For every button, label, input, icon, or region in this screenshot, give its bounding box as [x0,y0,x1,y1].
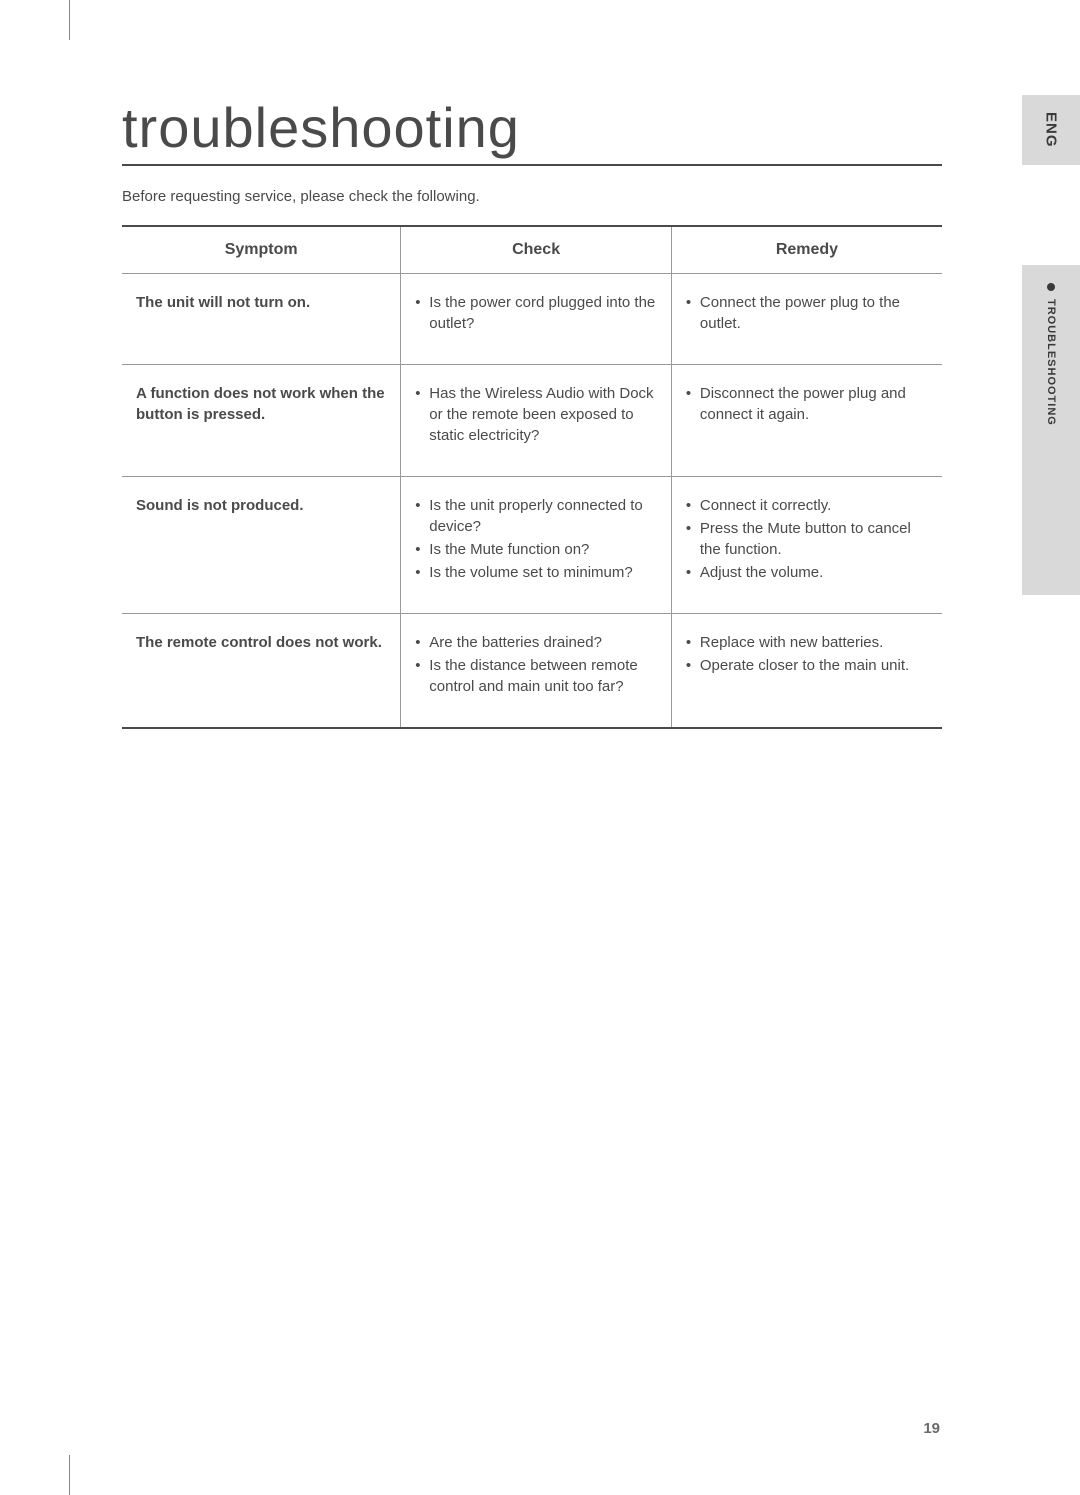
side-tab-section: TROUBLESHOOTING [1022,265,1080,595]
check-cell: Is the power cord plugged into the outle… [401,274,672,365]
troubleshooting-table: Symptom Check Remedy The unit will not t… [122,225,942,729]
check-item: Has the Wireless Audio with Dock or the … [415,383,657,446]
check-item: Is the distance between remote control a… [415,655,657,697]
table-row: A function does not work when the button… [122,365,942,477]
check-item: Is the Mute function on? [415,539,657,560]
header-remedy: Remedy [671,226,942,274]
crop-mark [50,0,70,40]
check-cell: Has the Wireless Audio with Dock or the … [401,365,672,477]
check-cell: Are the batteries drained?Is the distanc… [401,614,672,729]
remedy-item: Connect it correctly. [686,495,928,516]
check-item: Is the power cord plugged into the outle… [415,292,657,334]
header-symptom: Symptom [122,226,401,274]
intro-text: Before requesting service, please check … [122,188,942,205]
header-check: Check [401,226,672,274]
table-row: The unit will not turn on. Is the power c… [122,274,942,365]
symptom-cell: The unit will not turn on. [122,274,401,365]
side-tab-language: ENG [1022,95,1080,165]
check-cell: Is the unit properly connected to device… [401,477,672,614]
crop-mark [50,1455,70,1495]
check-item: Is the volume set to minimum? [415,562,657,583]
remedy-item: Adjust the volume. [686,562,928,583]
symptom-cell: Sound is not produced. [122,477,401,614]
remedy-cell: Connect it correctly.Press the Mute butt… [671,477,942,614]
page-number: 19 [923,1420,940,1437]
remedy-item: Operate closer to the main unit. [686,655,928,676]
lang-label: ENG [1043,112,1060,148]
remedy-item: Connect the power plug to the outlet. [686,292,928,334]
page-content: troubleshooting Before requesting servic… [122,95,942,729]
page-title: troubleshooting [122,95,942,166]
check-item: Is the unit properly connected to device… [415,495,657,537]
table-row: Sound is not produced. Is the unit proper… [122,477,942,614]
table-body: The unit will not turn on. Is the power c… [122,274,942,729]
remedy-item: Disconnect the power plug and connect it… [686,383,928,425]
section-label: TROUBLESHOOTING [1045,299,1057,426]
table-row: The remote control does not work.Are the… [122,614,942,729]
symptom-cell: A function does not work when the button… [122,365,401,477]
remedy-cell: Connect the power plug to the outlet. [671,274,942,365]
remedy-item: Press the Mute button to cancel the func… [686,518,928,560]
remedy-item: Replace with new batteries. [686,632,928,653]
check-item: Are the batteries drained? [415,632,657,653]
remedy-cell: Replace with new batteries.Operate close… [671,614,942,729]
bullet-icon [1047,283,1055,291]
symptom-cell: The remote control does not work. [122,614,401,729]
remedy-cell: Disconnect the power plug and connect it… [671,365,942,477]
